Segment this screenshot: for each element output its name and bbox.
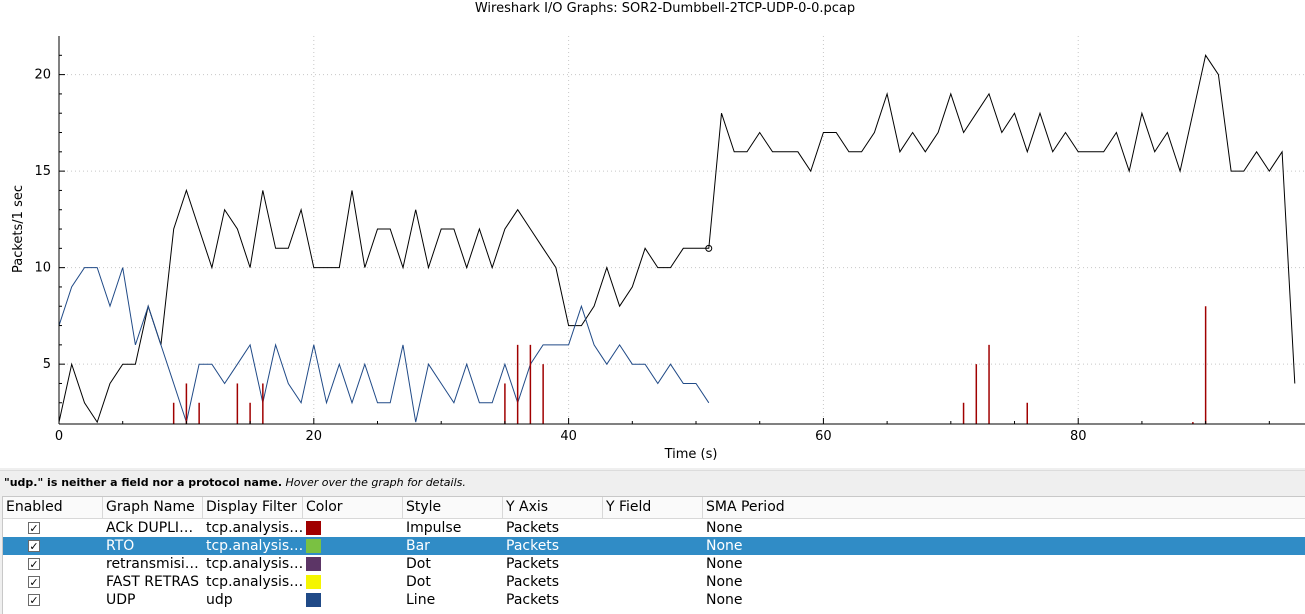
hint-status-bar: "udp." is neither a field nor a protocol… <box>0 470 1305 494</box>
style-cell[interactable]: Dot <box>406 556 431 572</box>
y-field-cell[interactable] <box>603 573 703 591</box>
enabled-checkbox[interactable]: ✓ <box>28 576 40 589</box>
chart-title: Wireshark I/O Graphs: SOR2-Dumbbell-2TCP… <box>475 1 855 16</box>
grid-lines <box>58 36 1305 424</box>
color-cell[interactable] <box>303 573 403 591</box>
x-axis-label: Time (s) <box>664 447 718 462</box>
enabled-checkbox[interactable]: ✓ <box>28 558 40 571</box>
color-swatch[interactable] <box>306 557 321 571</box>
hover-marker <box>705 244 713 252</box>
table-header: Enabled Graph Name Display Filter Color … <box>3 497 1305 519</box>
enabled-checkbox[interactable]: ✓ <box>28 594 40 607</box>
enabled-cell: ✓ <box>3 537 103 555</box>
display-filter-cell[interactable]: tcp.analysis… <box>206 556 303 572</box>
color-swatch[interactable] <box>306 593 321 607</box>
status-error-text: "udp." is neither a field nor a protocol… <box>4 476 283 489</box>
graph-name-cell[interactable]: RTO <box>106 538 135 554</box>
y-tick-label: 5 <box>43 357 51 372</box>
y-field-cell[interactable] <box>603 591 703 609</box>
table-row[interactable]: ✓ FAST RETRAS tcp.analysis… Dot Packets None <box>3 573 1305 591</box>
y-axis-cell[interactable]: Packets <box>506 556 560 572</box>
enabled-cell: ✓ <box>3 555 103 573</box>
y-field-cell[interactable] <box>603 537 703 555</box>
color-cell[interactable] <box>303 591 403 609</box>
enabled-cell: ✓ <box>3 591 103 609</box>
y-axis-cell[interactable]: Packets <box>506 538 560 554</box>
table-row[interactable]: ✓ UDP udp Line Packets None <box>3 591 1305 609</box>
style-cell[interactable]: Line <box>406 592 436 608</box>
color-swatch[interactable] <box>306 521 321 535</box>
series-line-1 <box>58 267 710 424</box>
y-tick-label: 10 <box>34 261 51 276</box>
display-filter-cell[interactable]: tcp.analysis… <box>206 538 303 554</box>
x-tick-label: 60 <box>815 429 832 444</box>
y-axis-cell[interactable]: Packets <box>506 574 560 590</box>
enabled-cell: ✓ <box>3 573 103 591</box>
sma-period-cell[interactable]: None <box>706 538 743 554</box>
header-sma-period[interactable]: SMA Period <box>706 499 785 515</box>
header-y-field[interactable]: Y Field <box>603 497 703 518</box>
graph-name-cell[interactable]: FAST RETRAS <box>106 574 199 590</box>
table-row[interactable]: ✓ retransmisi… tcp.analysis… Dot Packets None <box>3 555 1305 573</box>
color-cell[interactable] <box>303 555 403 573</box>
io-graph-chart[interactable]: Wireshark I/O Graphs: SOR2-Dumbbell-2TCP… <box>0 0 1305 468</box>
header-color[interactable]: Color <box>303 497 403 518</box>
y-field-cell[interactable] <box>603 519 703 537</box>
display-filter-cell[interactable]: tcp.analysis… <box>206 574 303 590</box>
color-swatch[interactable] <box>306 539 321 553</box>
graph-list-table[interactable]: Enabled Graph Name Display Filter Color … <box>2 496 1305 614</box>
color-cell[interactable] <box>303 537 403 555</box>
header-y-axis[interactable]: Y Axis <box>503 497 603 518</box>
io-graph-plot[interactable]: Wireshark I/O Graphs: SOR2-Dumbbell-2TCP… <box>0 0 1305 468</box>
header-display-filter[interactable]: Display Filter <box>203 497 303 518</box>
style-cell[interactable]: Dot <box>406 574 431 590</box>
y-axis-cell[interactable]: Packets <box>506 520 560 536</box>
color-cell[interactable] <box>303 519 403 537</box>
table-body: ✓ ACk DUPLI… tcp.analysis… Impulse Packets No… <box>3 519 1305 609</box>
display-filter-cell[interactable]: tcp.analysis… <box>206 520 303 536</box>
sma-period-cell[interactable]: None <box>706 574 743 590</box>
series-layer <box>58 54 1296 424</box>
status-hint-text: Hover over the graph for details. <box>282 476 466 489</box>
enabled-cell: ✓ <box>3 519 103 537</box>
sma-period-cell[interactable]: None <box>706 592 743 608</box>
style-cell[interactable]: Impulse <box>406 520 462 536</box>
enabled-checkbox[interactable]: ✓ <box>28 522 40 535</box>
series-line-0 <box>58 54 1296 424</box>
graph-name-cell[interactable]: UDP <box>106 592 136 608</box>
y-axis-label: Packets/1 sec <box>11 185 26 273</box>
graph-name-cell[interactable]: retransmisi… <box>106 556 199 572</box>
sma-period-cell[interactable]: None <box>706 556 743 572</box>
x-tick-label: 20 <box>306 429 323 444</box>
x-tick-label: 80 <box>1070 429 1087 444</box>
x-tick-label: 40 <box>560 429 577 444</box>
x-tick-label: 0 <box>55 429 63 444</box>
enabled-checkbox[interactable]: ✓ <box>28 540 40 553</box>
table-row[interactable]: ✓ ACk DUPLI… tcp.analysis… Impulse Packets No… <box>3 519 1305 537</box>
table-row[interactable]: ✓ RTO tcp.analysis… Bar Packets None <box>3 537 1305 555</box>
y-field-cell[interactable] <box>603 555 703 573</box>
style-cell[interactable]: Bar <box>406 538 430 554</box>
header-graph-name[interactable]: Graph Name <box>103 497 203 518</box>
y-axis-cell[interactable]: Packets <box>506 592 560 608</box>
header-enabled[interactable]: Enabled <box>3 497 103 518</box>
header-style[interactable]: Style <box>403 497 503 518</box>
display-filter-cell[interactable]: udp <box>206 592 233 608</box>
color-swatch[interactable] <box>306 575 321 589</box>
sma-period-cell[interactable]: None <box>706 520 743 536</box>
y-tick-label: 20 <box>34 68 51 83</box>
axes: 0 20 40 60 80 5 10 15 20 <box>34 36 1305 444</box>
graph-name-cell[interactable]: ACk DUPLI… <box>106 520 194 536</box>
y-tick-label: 15 <box>34 164 51 179</box>
